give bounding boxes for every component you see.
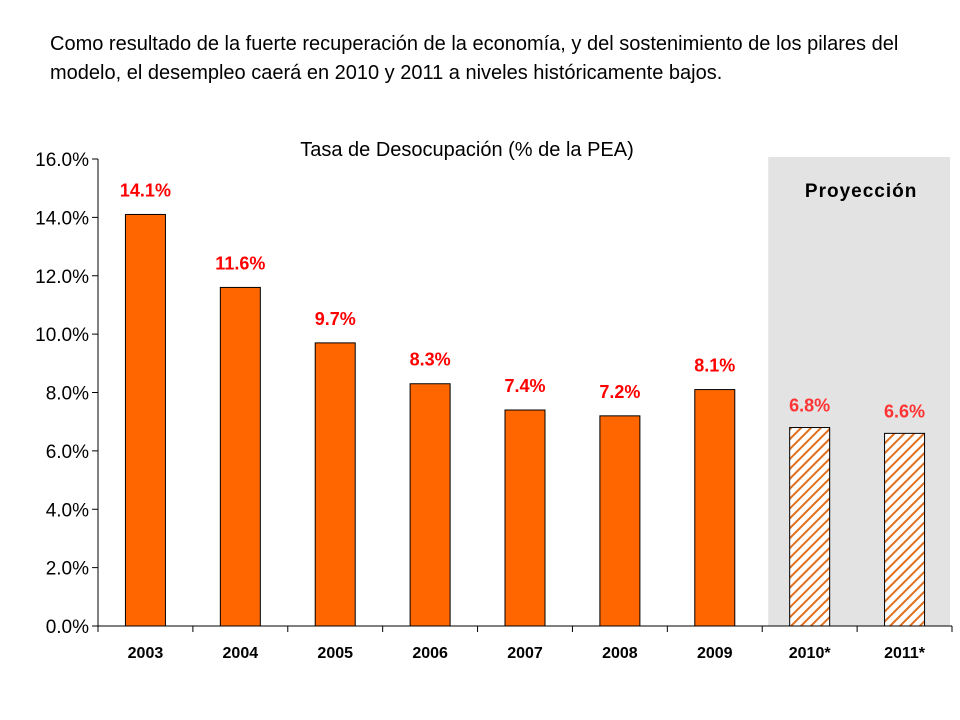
- x-tick-label: 2006: [412, 645, 448, 662]
- bar-2004: [219, 286, 261, 627]
- y-tick-label: 8.0%: [46, 384, 89, 405]
- bar-2008: [599, 415, 641, 627]
- y-tick-label: 2.0%: [46, 559, 89, 580]
- bar-2003: [124, 213, 166, 627]
- value-label: 7.4%: [504, 376, 545, 396]
- value-label: 11.6%: [215, 253, 265, 273]
- bars: [124, 213, 926, 627]
- y-tick-label: 12.0%: [35, 267, 89, 288]
- value-label: 6.8%: [789, 396, 830, 416]
- intro-text: Como resultado de la fuerte recuperación…: [50, 33, 899, 84]
- x-tick-label: 2008: [602, 645, 638, 662]
- x-axis: 2003 2004 2005 2006 2007 2008 2009 2010* 2011*: [97, 625, 953, 662]
- y-axis: 0.0% 2.0% 4.0% 6.0% 8.0% 10.0% 12.0% 14.0% 16.0%: [35, 150, 99, 638]
- value-labels: 14.1% 11.6% 9.7% 8.3% 7.4% 7.2% 8.1% 6.8% 6.6%: [120, 180, 925, 421]
- value-label: 6.6%: [884, 401, 925, 421]
- y-tick-label: 14.0%: [35, 208, 89, 229]
- bar-2010-proj: [789, 427, 831, 627]
- value-label: 14.1%: [120, 180, 171, 200]
- bar-2006: [409, 383, 451, 627]
- chart-title: Tasa de Desocupación (% de la PEA): [300, 139, 634, 161]
- x-tick-label: 2005: [317, 645, 353, 662]
- y-tick-label: 0.0%: [46, 617, 89, 638]
- x-tick-label: 2010*: [789, 645, 832, 662]
- value-label: 8.3%: [410, 350, 451, 370]
- x-tick-label: 2011*: [884, 645, 926, 662]
- value-label: 9.7%: [315, 309, 356, 329]
- bar-2009: [694, 389, 736, 627]
- x-tick-label: 2003: [128, 645, 164, 662]
- bar-2005: [314, 342, 356, 627]
- value-label: 7.2%: [599, 382, 640, 402]
- y-tick-label: 16.0%: [35, 150, 89, 171]
- x-tick-label: 2004: [223, 645, 259, 662]
- y-tick-label: 6.0%: [46, 442, 89, 463]
- bar-2007: [504, 409, 546, 627]
- y-tick-label: 4.0%: [46, 500, 89, 521]
- bar-2011-proj: [884, 432, 926, 627]
- x-tick-label: 2009: [697, 645, 733, 662]
- x-tick-label: 2007: [507, 645, 543, 662]
- value-label: 8.1%: [694, 356, 735, 376]
- y-tick-label: 10.0%: [35, 325, 89, 346]
- projection-label: Proyección: [805, 181, 917, 202]
